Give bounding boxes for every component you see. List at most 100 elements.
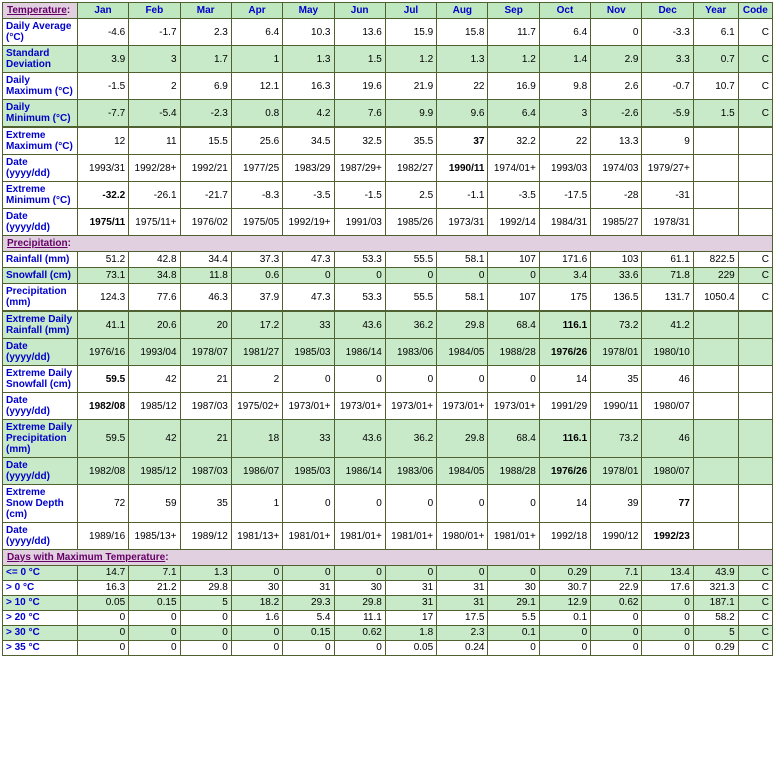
cell: 9.8 — [539, 73, 590, 100]
cell: 13.4 — [642, 566, 693, 581]
cell: 0.24 — [437, 641, 488, 656]
cell: 21.2 — [129, 581, 180, 596]
cell: 0 — [539, 641, 590, 656]
row-label: Extreme Snow Depth (cm) — [3, 485, 78, 523]
cell: 0.7 — [693, 46, 738, 73]
cell: 1993/03 — [539, 155, 590, 182]
section-link[interactable]: Days with Maximum Temperature — [7, 552, 165, 563]
cell: 0 — [437, 485, 488, 523]
col-feb: Feb — [129, 3, 180, 19]
cell: 1990/11 — [591, 393, 642, 420]
cell: 1978/31 — [642, 209, 693, 236]
cell: 1985/12 — [129, 458, 180, 485]
cell: 43.6 — [334, 311, 385, 339]
cell: 7.6 — [334, 100, 385, 128]
cell: 55.5 — [385, 284, 436, 312]
section-link[interactable]: Precipitation — [7, 238, 68, 249]
cell: 1975/02+ — [231, 393, 282, 420]
cell: 1981/27 — [231, 339, 282, 366]
section-header: Days with Maximum Temperature: — [3, 550, 773, 566]
cell: 1981/01+ — [334, 523, 385, 550]
cell: 3.4 — [539, 268, 590, 284]
cell: 18 — [231, 420, 282, 458]
row-esd: Extreme Snow Depth (cm)72593510000014397… — [3, 485, 773, 523]
cell: 1981/01+ — [283, 523, 334, 550]
cell — [693, 523, 738, 550]
cell: 77.6 — [129, 284, 180, 312]
cell: 15.8 — [437, 19, 488, 46]
cell: 29.8 — [334, 596, 385, 611]
cell: 187.1 — [693, 596, 738, 611]
cell: 0 — [77, 641, 128, 656]
cell: 1985/13+ — [129, 523, 180, 550]
cell: 9.6 — [437, 100, 488, 128]
cell: 29.8 — [437, 311, 488, 339]
cell: 1.3 — [283, 46, 334, 73]
cell: 131.7 — [642, 284, 693, 312]
cell: 124.3 — [77, 284, 128, 312]
cell: 1.7 — [180, 46, 231, 73]
cell: 0 — [231, 641, 282, 656]
cell: 35 — [591, 366, 642, 393]
cell: 59.5 — [77, 420, 128, 458]
cell: 7.1 — [591, 566, 642, 581]
cell: 1986/14 — [334, 458, 385, 485]
cell: 1982/27 — [385, 155, 436, 182]
cell: 107 — [488, 284, 539, 312]
cell: 31 — [385, 581, 436, 596]
cell: 0 — [334, 566, 385, 581]
cell — [738, 155, 772, 182]
cell: 1974/03 — [591, 155, 642, 182]
cell: 1976/02 — [180, 209, 231, 236]
cell: 68.4 — [488, 311, 539, 339]
cell: 46 — [642, 366, 693, 393]
cell: 32.5 — [334, 127, 385, 155]
cell: 46.3 — [180, 284, 231, 312]
row-dmin: Daily Minimum (°C)-7.7-5.4-2.30.84.27.69… — [3, 100, 773, 128]
cell: 17.6 — [642, 581, 693, 596]
cell: 0 — [591, 19, 642, 46]
cell: 12.9 — [539, 596, 590, 611]
row-rain: Rainfall (mm)51.242.834.437.347.353.355.… — [3, 252, 773, 268]
row-label: <= 0 °C — [3, 566, 78, 581]
row-edrd: Date (yyyy/dd)1976/161993/041978/071981/… — [3, 339, 773, 366]
cell: 31 — [385, 596, 436, 611]
cell: 37 — [437, 127, 488, 155]
cell: C — [738, 46, 772, 73]
cell: -31 — [642, 182, 693, 209]
cell: -1.5 — [334, 182, 385, 209]
cell — [738, 127, 772, 155]
cell: 22.9 — [591, 581, 642, 596]
cell — [693, 420, 738, 458]
cell: 0 — [385, 485, 436, 523]
cell: 73.2 — [591, 311, 642, 339]
cell: 36.2 — [385, 311, 436, 339]
cell: 1986/07 — [231, 458, 282, 485]
row-le0: <= 0 °C14.77.11.30000000.297.113.443.9C — [3, 566, 773, 581]
cell: 10.7 — [693, 73, 738, 100]
cell: 14 — [539, 366, 590, 393]
cell: 1988/28 — [488, 458, 539, 485]
cell: 5 — [180, 596, 231, 611]
cell: 33 — [283, 420, 334, 458]
cell: 175 — [539, 284, 590, 312]
row-label: > 20 °C — [3, 611, 78, 626]
section-header: Precipitation: — [3, 236, 773, 252]
cell — [693, 311, 738, 339]
cell: -3.3 — [642, 19, 693, 46]
cell: C — [738, 73, 772, 100]
cell: 73.1 — [77, 268, 128, 284]
cell: 0.29 — [539, 566, 590, 581]
temperature-link[interactable]: Temperature — [7, 5, 67, 16]
cell: -3.5 — [488, 182, 539, 209]
cell: 13.3 — [591, 127, 642, 155]
cell: 1 — [231, 485, 282, 523]
cell: 37.9 — [231, 284, 282, 312]
col-may: May — [283, 3, 334, 19]
table-body: Daily Average (°C)-4.6-1.72.36.410.313.6… — [3, 19, 773, 656]
cell: 0.15 — [283, 626, 334, 641]
cell: 0 — [385, 366, 436, 393]
cell: 17 — [385, 611, 436, 626]
cell: 30.7 — [539, 581, 590, 596]
cell: -21.7 — [180, 182, 231, 209]
